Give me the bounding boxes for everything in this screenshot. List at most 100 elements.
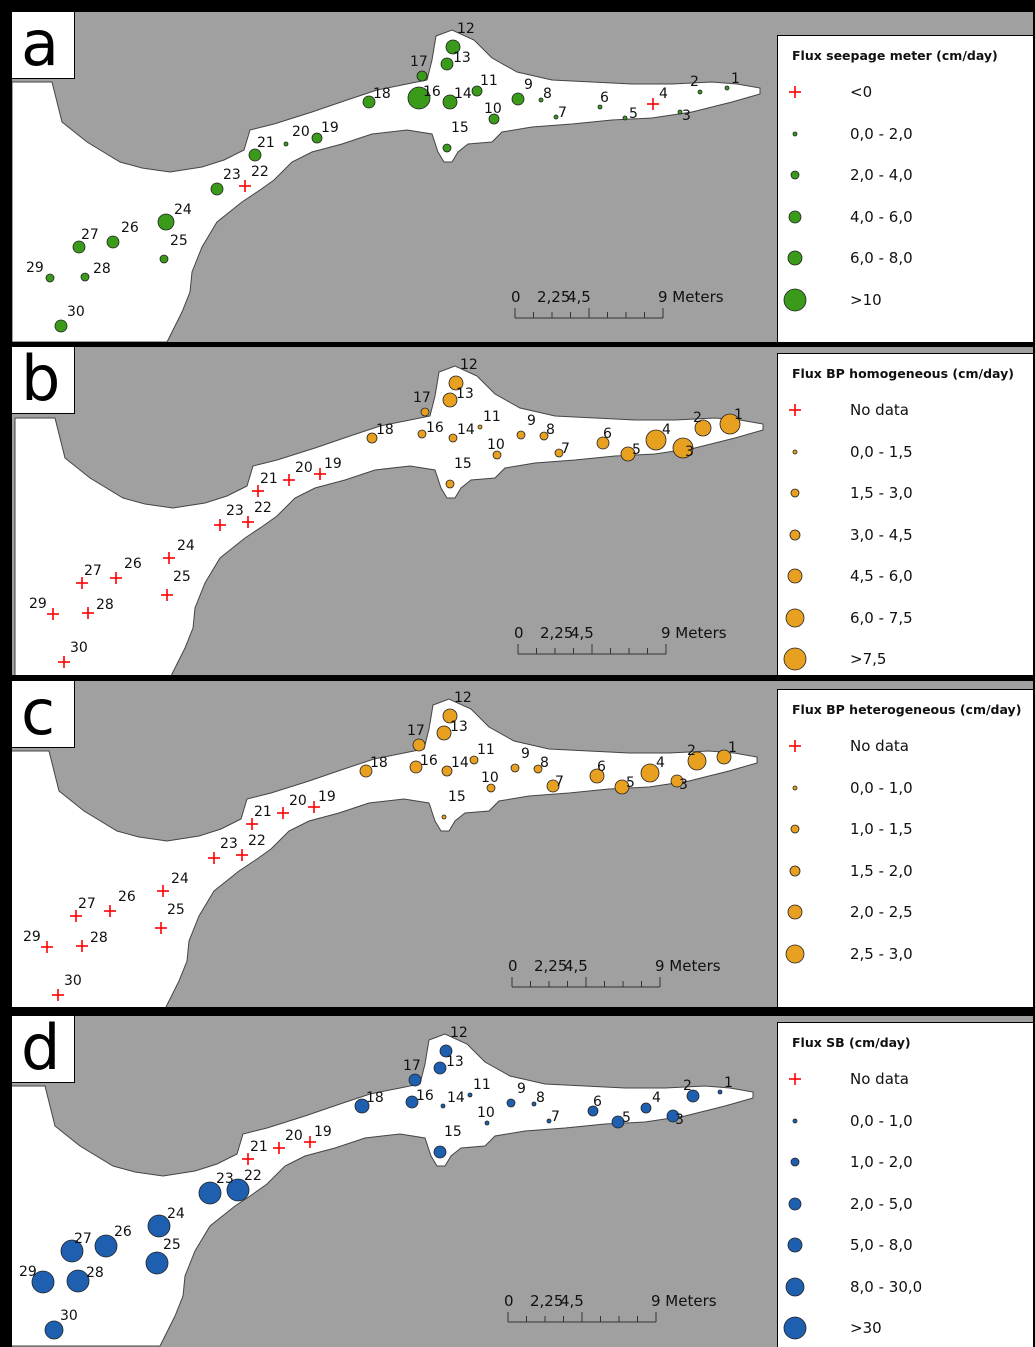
legend-cross-symbol <box>789 404 801 416</box>
legend-circle-symbol <box>787 250 803 266</box>
legend-item: 6,0 - 7,5 <box>778 605 1028 631</box>
flux-marker <box>405 1095 419 1109</box>
map-layer: 1234567891011121314151617181920212223242… <box>12 1025 754 1347</box>
map-canvas-c: 1234567891011121314151617181920212223242… <box>12 690 758 1007</box>
site-label: 7 <box>558 105 567 121</box>
site-label: 4 <box>656 755 665 771</box>
site-label: 12 <box>454 690 472 706</box>
site-label: 15 <box>448 789 466 805</box>
site-label: 20 <box>295 460 313 476</box>
no-data-marker <box>208 852 220 864</box>
scale-bar-label: 4,5 <box>564 957 588 975</box>
legend-label: 4,5 - 6,0 <box>850 567 913 585</box>
no-data-marker <box>246 818 258 830</box>
legend-label: 6,0 - 7,5 <box>850 608 913 627</box>
site-label: 7 <box>555 774 564 790</box>
flux-marker <box>687 751 707 771</box>
flux-marker <box>442 94 458 110</box>
legend-circle-symbol <box>790 824 800 834</box>
flux-marker <box>433 1061 447 1075</box>
flux-marker <box>469 755 479 765</box>
scale-bar-label: 9 Meters <box>658 288 724 306</box>
site-label: 22 <box>251 164 269 180</box>
flux-marker <box>554 448 564 458</box>
site-label: 22 <box>248 833 266 849</box>
scale-bar: 0 2,254,5 9 Meters <box>504 1292 717 1323</box>
site-label: 21 <box>254 804 272 820</box>
site-label: 13 <box>453 50 471 66</box>
site-label: 4 <box>659 86 668 102</box>
legend-item: 1,5 - 2,0 <box>778 858 1028 884</box>
legend-item: 1,0 - 2,0 <box>778 1149 1028 1175</box>
site-label: 28 <box>93 261 111 277</box>
legend-circle-symbol <box>787 568 803 584</box>
site-label: 20 <box>285 1128 303 1144</box>
scale-bar-label: 2,25 <box>534 957 567 975</box>
no-data-marker <box>47 608 59 620</box>
legend-circle-symbol <box>790 1157 800 1167</box>
flux-marker <box>45 273 55 283</box>
site-label: 3 <box>675 1112 684 1128</box>
site-label: 30 <box>60 1308 78 1324</box>
flux-marker <box>666 1109 680 1123</box>
no-data-marker <box>239 180 251 192</box>
map-canvas-d: 1234567891011121314151617181920212223242… <box>12 1025 754 1347</box>
site-label: 5 <box>632 442 641 458</box>
legend-item: 4,0 - 6,0 <box>778 204 1028 230</box>
site-label: 23 <box>226 503 244 519</box>
site-label: 5 <box>626 775 635 791</box>
flux-marker <box>436 725 452 741</box>
no-data-marker <box>273 1142 285 1154</box>
legend-circle-symbol <box>783 647 807 671</box>
legend-circle-symbol <box>792 785 798 790</box>
site-label: 9 <box>524 77 533 93</box>
legend-label: 0,0 - 1,0 <box>850 778 913 797</box>
site-label: 8 <box>540 755 549 771</box>
flux-marker <box>611 1115 625 1129</box>
flux-marker <box>54 319 68 333</box>
site-label: 19 <box>324 456 342 472</box>
scale-bar-label: 4,5 <box>567 288 591 306</box>
site-label: 25 <box>173 569 191 585</box>
no-data-marker <box>52 989 64 1001</box>
legend-item: 2,5 - 3,0 <box>778 941 1028 967</box>
flux-marker <box>362 95 376 109</box>
legend-circle-symbol <box>789 529 801 540</box>
site-label: 10 <box>477 1105 495 1121</box>
site-label: 3 <box>682 108 691 124</box>
legend-circle-symbol <box>792 449 798 454</box>
site-label: 28 <box>96 597 114 613</box>
site-label: 22 <box>254 500 272 516</box>
site-label: 15 <box>454 456 472 472</box>
legend-circle-symbol <box>787 1237 803 1253</box>
site-label: 16 <box>423 84 441 100</box>
flux-marker <box>596 436 610 450</box>
site-label: 5 <box>622 1110 631 1126</box>
flux-marker <box>672 437 694 459</box>
scale-bar-label: 2,25 <box>530 1292 563 1310</box>
site-label: 13 <box>456 386 474 402</box>
flux-marker <box>445 479 455 489</box>
site-label: 1 <box>734 407 743 423</box>
site-label: 26 <box>121 220 139 236</box>
no-data-marker <box>155 922 167 934</box>
flux-marker <box>622 115 628 121</box>
panel-letter: c <box>21 681 56 749</box>
no-data-marker <box>82 607 94 619</box>
no-data-marker <box>70 910 82 922</box>
legend-circle-symbol <box>785 1277 805 1296</box>
site-label: 25 <box>163 1237 181 1253</box>
site-label: 21 <box>257 135 275 151</box>
flux-marker <box>510 763 520 773</box>
scale-bar-label: 2,25 <box>540 624 573 642</box>
legend-item: >30 <box>778 1315 1028 1341</box>
legend-label: No data <box>850 1070 909 1088</box>
flux-marker <box>440 1103 446 1109</box>
site-label: 23 <box>220 836 238 852</box>
legend-label: 8,0 - 30,0 <box>850 1277 923 1296</box>
flux-marker <box>538 97 544 103</box>
flux-marker <box>694 419 712 437</box>
legend-circle-symbol <box>788 210 802 223</box>
legend-label: 0,0 - 2,0 <box>850 124 913 143</box>
site-label: 20 <box>292 124 310 140</box>
